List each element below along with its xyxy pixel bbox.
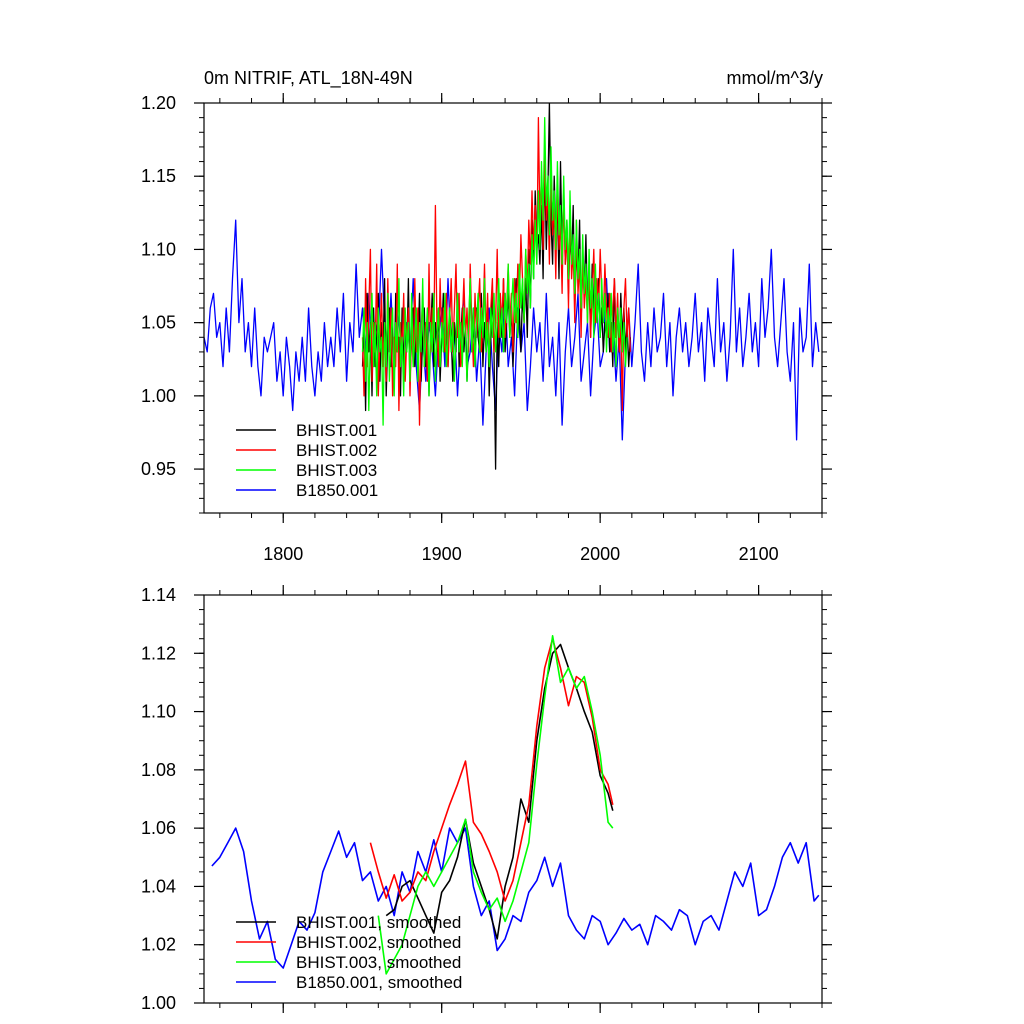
y-tick-label: 1.00 — [141, 386, 176, 406]
legend-label: B1850.001 — [296, 481, 378, 500]
legend-label: BHIST.003 — [296, 461, 377, 480]
legend-label: BHIST.001, smoothed — [296, 913, 461, 932]
x-tick-label: 1800 — [263, 544, 303, 564]
y-tick-label: 1.00 — [141, 993, 176, 1013]
y-tick-label: 1.04 — [141, 876, 176, 896]
panel1-title: 0m NITRIF, ATL_18N-49N — [204, 68, 413, 89]
series-line-1-4 — [361, 116, 628, 426]
panel-top: 0.95 1.00 1.05 1.10 1.15 1.20 1800 1900 2000 2100… — [141, 93, 832, 564]
y-tick-label: 1.02 — [141, 935, 176, 955]
y-tick-label: 1.12 — [141, 643, 176, 663]
series-line-1-1 — [204, 219, 820, 441]
series-line-1-3 — [361, 116, 631, 426]
y-tick-label: 1.10 — [141, 239, 176, 259]
panel1-units: mmol/m^3/y — [727, 68, 823, 88]
legend-label: BHIST.003, smoothed — [296, 953, 461, 972]
y-tick-label: 1.15 — [141, 166, 176, 186]
y-tick-label: 1.06 — [141, 818, 176, 838]
y-tick-label: 1.14 — [141, 585, 176, 605]
y-tick-label: 1.08 — [141, 760, 176, 780]
x-tick-label: 2000 — [580, 544, 620, 564]
series-line-2-4 — [377, 634, 614, 975]
y-tick-label: 0.95 — [141, 459, 176, 479]
series-line-2-3 — [369, 637, 614, 902]
series-line-2-2 — [385, 643, 614, 940]
y-tick-label: 1.10 — [141, 702, 176, 722]
y-tick-label: 1.05 — [141, 313, 176, 333]
x-tick-label: 1900 — [422, 544, 462, 564]
legend-label: BHIST.001 — [296, 421, 377, 440]
x-tick-label: 2100 — [739, 544, 779, 564]
y-tick-label: 1.20 — [141, 93, 176, 113]
legend-label: BHIST.002, smoothed — [296, 933, 461, 952]
legend-label: B1850.001, smoothed — [296, 973, 462, 992]
legend-label: BHIST.002 — [296, 441, 377, 460]
series-line-2-1 — [211, 827, 820, 969]
panel-bottom: 1.00 1.02 1.04 1.06 1.08 1.10 1.12 1.14 BHIST.00… — [141, 585, 832, 1013]
